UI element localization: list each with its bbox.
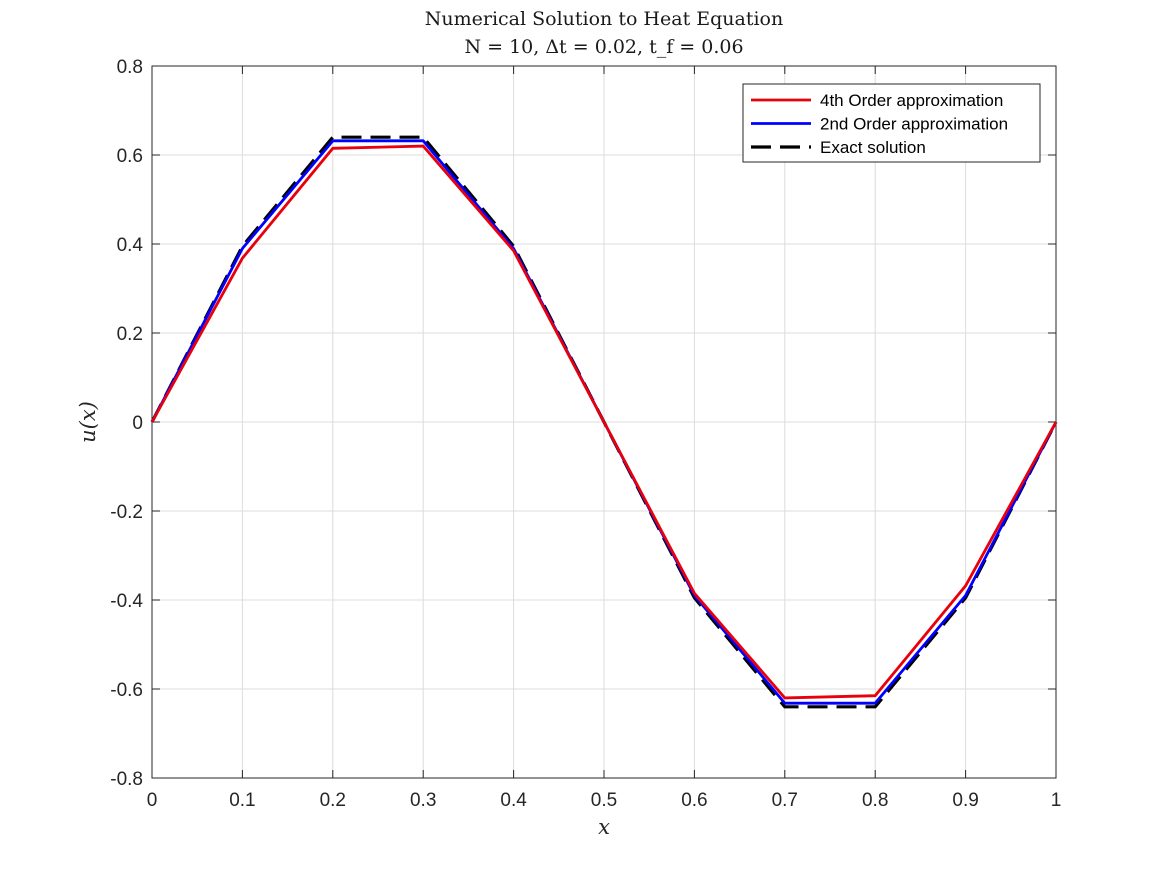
x-tick-label: 0 xyxy=(147,790,158,811)
x-tick-label: 0.4 xyxy=(500,790,527,811)
series-line-0 xyxy=(150,144,1058,700)
x-tick-label: 1 xyxy=(1051,790,1062,811)
y-tick-label: 0.6 xyxy=(117,146,143,167)
x-axis-label: x xyxy=(598,815,610,839)
chart-subtitle: N = 10, Δt = 0.02, t_f = 0.06 xyxy=(464,36,743,58)
chart-title: Numerical Solution to Heat Equation xyxy=(425,8,783,30)
x-tick-label: 0.9 xyxy=(952,790,978,811)
x-tick-label: 0.2 xyxy=(320,790,346,811)
axis-ticks: 0 0.1 0.2 0.3 0.4 0.5 0.6 0.7 0.8 0.9 1 -0.8 -0.6 -0.… xyxy=(110,57,1061,811)
series-lines xyxy=(150,135,1058,709)
y-tick-label: 0.4 xyxy=(117,235,144,256)
y-tick-label: 0.8 xyxy=(117,57,143,78)
legend-label-2: Exact solution xyxy=(820,138,926,157)
y-tick-label: -0.4 xyxy=(110,591,143,612)
y-tick-label: 0 xyxy=(132,413,143,434)
x-tick-label: 0.7 xyxy=(772,790,798,811)
x-tick-label: 0.3 xyxy=(410,790,436,811)
y-tick-label: -0.8 xyxy=(110,769,143,790)
y-axis-label: u(x) xyxy=(76,401,100,443)
legend-label-1: 2nd Order approximation xyxy=(820,115,1008,134)
x-tick-label: 0.1 xyxy=(229,790,255,811)
legend: 4th Order approximation 2nd Order approxi… xyxy=(742,83,1041,163)
y-tick-label: 0.2 xyxy=(117,324,143,345)
y-tick-label: -0.2 xyxy=(110,502,143,523)
x-tick-label: 0.5 xyxy=(591,790,617,811)
x-tick-label: 0.6 xyxy=(681,790,707,811)
y-tick-label: -0.6 xyxy=(110,680,143,701)
x-tick-label: 0.8 xyxy=(862,790,888,811)
legend-label-0: 4th Order approximation xyxy=(820,91,1003,110)
